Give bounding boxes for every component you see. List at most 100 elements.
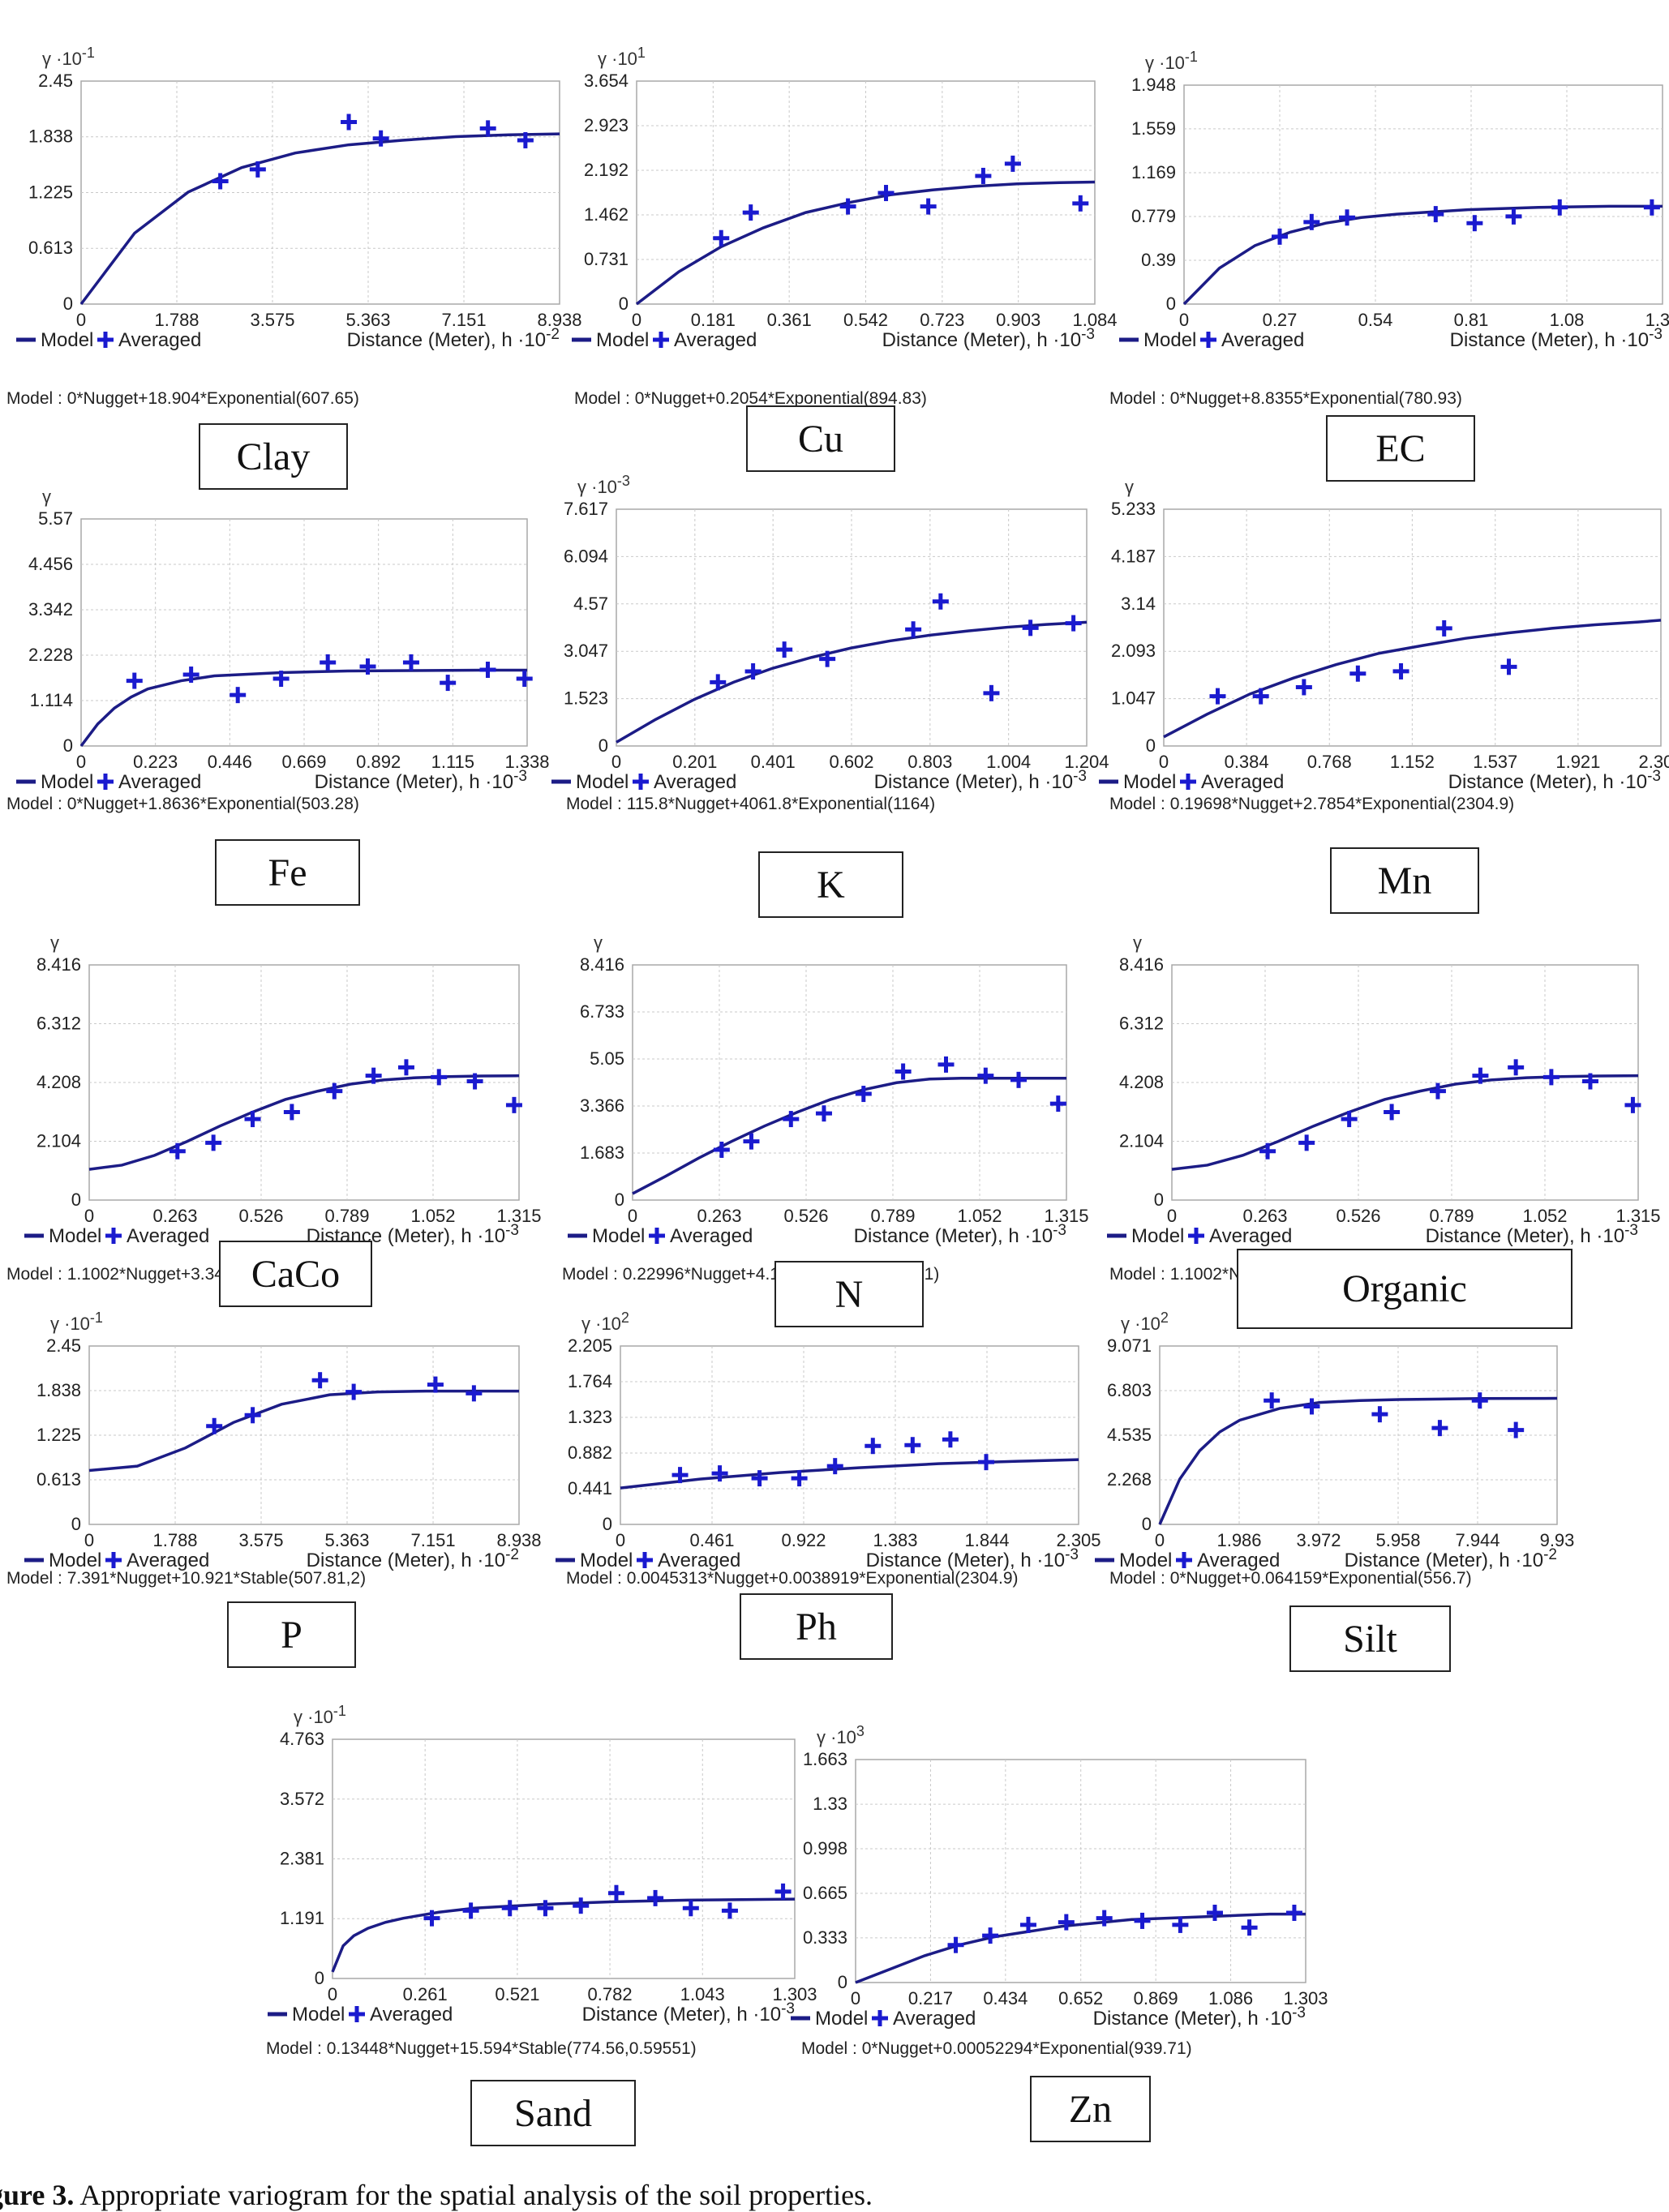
legend-averaged-label: Averaged bbox=[674, 329, 757, 351]
property-name-box: Cu bbox=[746, 405, 895, 472]
averaged-point bbox=[937, 1056, 955, 1073]
y-tick-label: 1.948 bbox=[1131, 75, 1176, 95]
averaged-point bbox=[826, 1458, 843, 1475]
averaged-point bbox=[904, 1437, 921, 1454]
legend-averaged-label: Averaged bbox=[118, 329, 201, 351]
x-tick-label: 0.789 bbox=[324, 1206, 369, 1226]
averaged-point bbox=[1624, 1096, 1641, 1113]
x-tick-label: 0.446 bbox=[208, 752, 252, 772]
x-tick-label: 5.363 bbox=[345, 310, 390, 330]
caption-label: gure 3. bbox=[0, 2179, 75, 2211]
x-tick-label: 0.263 bbox=[152, 1206, 197, 1226]
legend-model-label: Model bbox=[815, 2008, 868, 2030]
averaged-point bbox=[573, 1897, 590, 1914]
property-name-box: P bbox=[227, 1601, 356, 1668]
x-tick-label: 0.521 bbox=[495, 1984, 539, 2004]
x-axis-label: Distance (Meter), h ·10-3 bbox=[315, 768, 527, 793]
property-name-box: Fe bbox=[215, 839, 360, 906]
x-tick-label: 1.204 bbox=[1064, 752, 1109, 772]
y-tick-label: 6.733 bbox=[580, 1001, 624, 1022]
y-tick-label: 6.803 bbox=[1107, 1380, 1152, 1400]
model-curve bbox=[88, 1389, 519, 1473]
y-tick-label: 3.366 bbox=[580, 1095, 624, 1116]
averaged-point bbox=[423, 1910, 440, 1927]
averaged-point bbox=[397, 1059, 414, 1076]
y-axis-label: γ bbox=[1133, 932, 1142, 953]
property-name-box: Clay bbox=[199, 423, 348, 490]
x-tick-label: 0.542 bbox=[843, 310, 888, 330]
x-tick-label: 1.115 bbox=[431, 752, 474, 772]
x-tick-label: 0.922 bbox=[781, 1530, 826, 1550]
variogram-panel-k: 0 1.523 3.047 4.57 6.094 7.617 0 0.201 0.401 0.60… bbox=[551, 454, 1109, 795]
legend-averaged-label: Averaged bbox=[370, 2004, 453, 2026]
x-tick-label: 0.263 bbox=[1242, 1206, 1287, 1226]
legend-model-label: Model bbox=[580, 1550, 633, 1571]
averaged-point bbox=[1384, 1104, 1401, 1121]
averaged-point bbox=[1471, 1392, 1488, 1409]
x-tick-label: 0 bbox=[328, 1984, 337, 2004]
y-axis-label: γ bbox=[50, 932, 59, 953]
y-axis-label: γ ·101 bbox=[598, 45, 646, 69]
averaged-point bbox=[326, 1082, 343, 1100]
x-tick-label: 0.526 bbox=[1336, 1206, 1380, 1226]
averaged-point bbox=[983, 684, 1000, 701]
x-tick-label: 1.383 bbox=[873, 1530, 917, 1550]
averaged-point bbox=[402, 654, 419, 671]
y-tick-label: 0.779 bbox=[1131, 206, 1176, 226]
model-curve bbox=[635, 180, 1096, 306]
x-tick-label: 0.27 bbox=[1263, 310, 1298, 330]
averaged-point bbox=[1285, 1905, 1302, 1922]
x-tick-label: 1.315 bbox=[496, 1206, 541, 1226]
x-tick-label: 1.052 bbox=[957, 1206, 1002, 1226]
averaged-point bbox=[466, 1073, 483, 1090]
averaged-point bbox=[1065, 615, 1082, 632]
averaged-point bbox=[1429, 1082, 1446, 1100]
y-tick-label: 0.39 bbox=[1141, 250, 1176, 270]
x-tick-label: 0.434 bbox=[983, 1988, 1028, 2008]
x-tick-label: 1.152 bbox=[1390, 752, 1435, 772]
x-axis-label: Distance (Meter), h ·10-3 bbox=[854, 1222, 1066, 1247]
averaged-point bbox=[743, 1133, 760, 1150]
variogram-chart: 0 0.613 1.225 1.838 2.45 0 1.788 3.575 5.363 7.15… bbox=[16, 45, 582, 351]
y-tick-label: 0 bbox=[619, 294, 629, 314]
y-tick-label: 4.187 bbox=[1111, 546, 1156, 566]
averaged-point bbox=[978, 1454, 995, 1471]
x-axis-label: Distance (Meter), h ·10-3 bbox=[1093, 2004, 1306, 2030]
legend-model-label: Model bbox=[592, 1225, 645, 1247]
x-tick-label: 0.261 bbox=[403, 1984, 448, 2004]
x-tick-label: 0 bbox=[1155, 1530, 1165, 1550]
x-tick-label: 0.461 bbox=[689, 1530, 734, 1550]
variogram-panel-ec: 0 0.39 0.779 1.169 1.559 1.948 0 0.27 0.54 0.81 1.… bbox=[1103, 16, 1669, 353]
y-tick-label: 0.613 bbox=[36, 1469, 81, 1490]
plot-area bbox=[1171, 964, 1639, 1201]
y-tick-label: 8.416 bbox=[36, 954, 81, 975]
averaged-point bbox=[1339, 209, 1356, 226]
x-tick-label: 0.263 bbox=[697, 1206, 741, 1226]
averaged-point bbox=[1259, 1142, 1276, 1160]
averaged-point bbox=[1303, 1398, 1320, 1415]
x-axis-label: Distance (Meter), h ·10-3 bbox=[1426, 1222, 1638, 1247]
x-tick-label: 8.938 bbox=[496, 1530, 541, 1550]
y-tick-label: 0.731 bbox=[584, 249, 629, 269]
x-axis-label: Distance (Meter), h ·10-2 bbox=[307, 1546, 519, 1571]
averaged-point bbox=[1004, 155, 1021, 172]
legend-model-label: Model bbox=[49, 1550, 101, 1571]
y-tick-label: 0 bbox=[315, 1968, 324, 1988]
y-tick-label: 6.312 bbox=[36, 1014, 81, 1034]
y-tick-label: 1.225 bbox=[36, 1425, 81, 1445]
averaged-point bbox=[1206, 1905, 1223, 1922]
y-axis-label: γ ·103 bbox=[817, 1723, 865, 1747]
y-axis-label: γ ·10-3 bbox=[577, 473, 630, 497]
legend-averaged-label: Averaged bbox=[127, 1225, 209, 1247]
x-tick-label: 0.526 bbox=[238, 1206, 283, 1226]
averaged-point bbox=[169, 1142, 186, 1160]
averaged-point bbox=[1371, 1406, 1388, 1423]
x-tick-label: 7.944 bbox=[1455, 1530, 1500, 1550]
y-tick-label: 4.208 bbox=[36, 1072, 81, 1092]
y-tick-label: 1.323 bbox=[568, 1407, 612, 1427]
model-curve bbox=[1158, 1396, 1558, 1525]
y-tick-label: 0.665 bbox=[803, 1883, 847, 1903]
variogram-chart: 0 0.441 0.882 1.323 1.764 2.205 0 0.461 0.922 1.3… bbox=[556, 1310, 1101, 1571]
y-tick-label: 9.071 bbox=[1107, 1335, 1152, 1356]
averaged-point bbox=[975, 167, 992, 184]
